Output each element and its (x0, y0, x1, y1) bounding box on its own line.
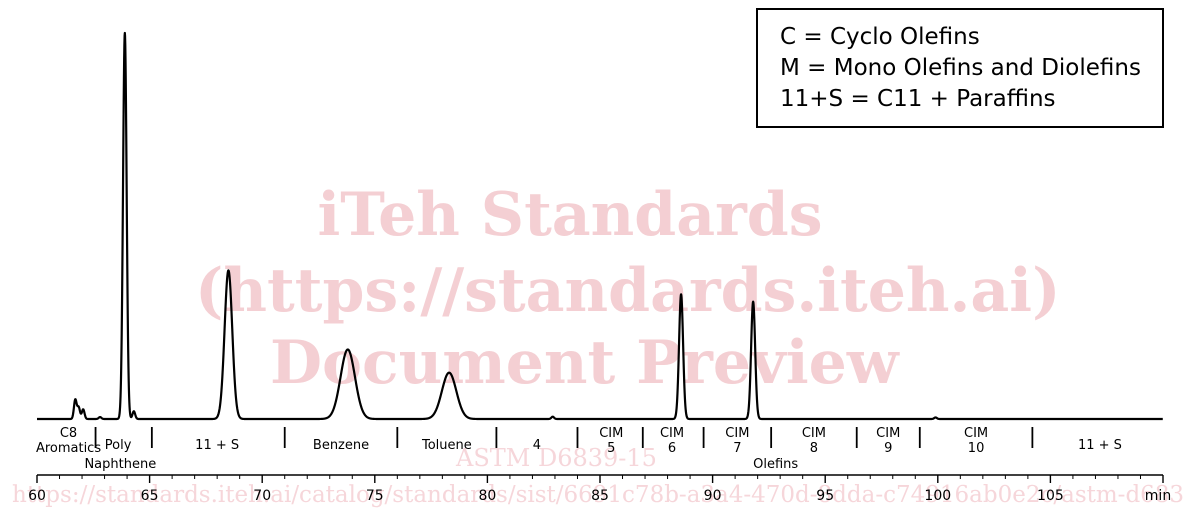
chromatogram-trace (36, 31, 1164, 421)
region-label-line-2: 9 (884, 441, 892, 456)
region-dividers (94, 427, 1034, 448)
watermark-line-2: (https://standards.iteh.ai) (195, 256, 1061, 326)
region-label-line-2: 7 (733, 441, 741, 456)
region-label-line-1: C8 (60, 426, 77, 441)
region-label: 11 + S (1078, 438, 1122, 453)
watermark-line-1: iTeh Standards (317, 180, 823, 250)
x-axis-unit: min (1145, 488, 1171, 504)
region-label-line-2: 8 (810, 441, 818, 456)
region-label-line-2: 10 (968, 441, 985, 456)
x-tick-label: 65 (141, 488, 159, 504)
x-tick-label: 75 (366, 488, 384, 504)
region-label-line-2: 6 (668, 441, 676, 456)
x-axis: 60 65 70 75 80 85 90 95 100 105 min (28, 474, 1171, 504)
region-label-line-1: CIM (599, 426, 623, 441)
region-label: Poly (105, 438, 132, 453)
x-tick-label: 70 (253, 488, 271, 504)
legend: C = Cyclo Olefins M = Mono Olefins and D… (756, 8, 1164, 128)
region-label-line-1: CIM (876, 426, 900, 441)
region-label-line-1: CIM (802, 426, 826, 441)
region-label: Toluene (421, 438, 472, 453)
x-tick-label: 90 (704, 488, 722, 504)
region-label: Benzene (313, 438, 369, 453)
region-label-line-1: CIM (660, 426, 684, 441)
x-tick-label: 80 (478, 488, 496, 504)
watermark-line-3: Document Preview (270, 328, 899, 398)
legend-entry-paraffins: 11+S = C11 + Paraffins (780, 86, 1056, 112)
region-label-line-1: CIM (964, 426, 988, 441)
region-label: 4 (533, 438, 541, 453)
x-tick-label: 85 (591, 488, 609, 504)
watermark-code: ASTM D6839-15 (456, 444, 657, 472)
legend-entry-cyclo-olefins: C = Cyclo Olefins (780, 24, 980, 50)
group-label: Naphthene (84, 457, 156, 472)
x-tick-label: 105 (1037, 488, 1064, 504)
group-label: Olefins (753, 457, 798, 472)
region-label: 11 + S (195, 438, 239, 453)
region-label-line-2: 5 (607, 441, 615, 456)
watermark-url: https://standards.iteh.ai/catalog/standa… (12, 482, 1185, 508)
region-label-line-1: CIM (725, 426, 749, 441)
region-label-line-2: Aromatics (36, 441, 101, 456)
legend-entry-mono-olefins: M = Mono Olefins and Diolefins (780, 55, 1141, 81)
x-tick-label: 95 (816, 488, 834, 504)
x-tick-label: 100 (924, 488, 951, 504)
x-tick-label: 60 (28, 488, 46, 504)
